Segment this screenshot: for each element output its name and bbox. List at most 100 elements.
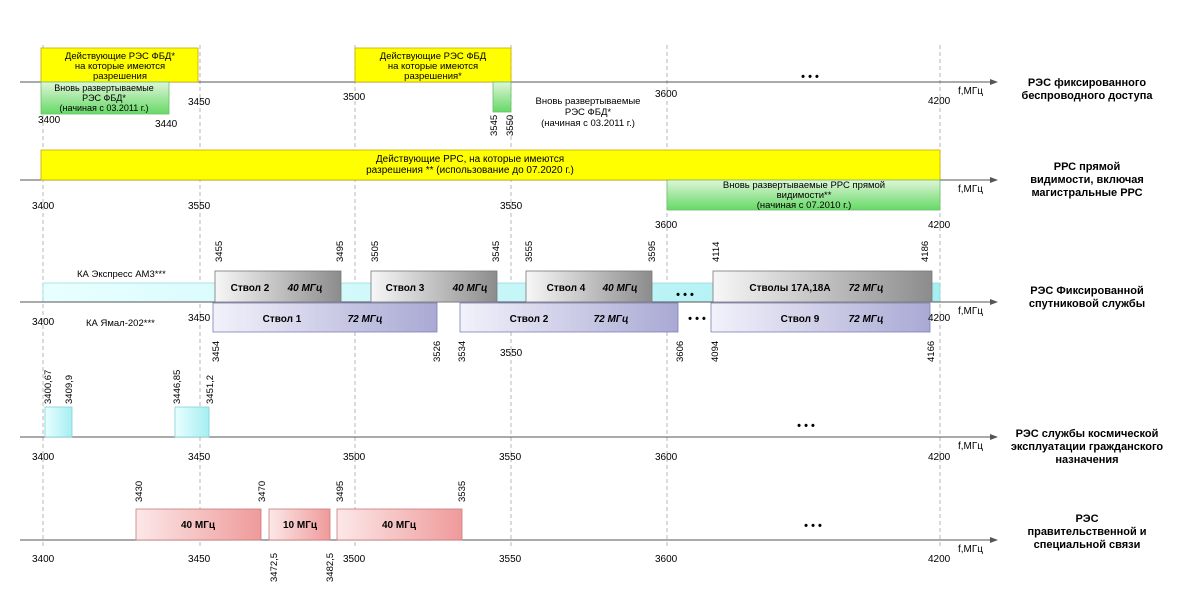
tick-label: 4094 <box>710 341 721 362</box>
transponder-bw: 40 МГц <box>287 283 323 294</box>
tick-label: 3430 <box>134 481 145 502</box>
axis-label: 4200 <box>928 313 951 324</box>
service-label: беспроводного доступа <box>1022 90 1154 102</box>
axis-label: 3600 <box>655 554 678 565</box>
service-label: магистральные РРС <box>1031 187 1142 199</box>
tick-label: 3451,2 <box>205 375 216 404</box>
gov-block-3 <box>336 508 463 541</box>
rrs-existing <box>40 149 941 181</box>
axis-label: 3550 <box>499 452 522 463</box>
service-label: правительственной и <box>1027 526 1146 538</box>
tick-label: 3482,5 <box>325 553 336 582</box>
tick-label: 3472,5 <box>269 553 280 582</box>
tick-label: 4166 <box>926 341 937 362</box>
sat-upper-transponder <box>712 270 933 303</box>
transponder-bw: 40 МГц <box>452 283 488 294</box>
tick-label: 3446,85 <box>172 370 183 404</box>
tick-label: 3545 <box>489 115 500 136</box>
axis-label: 4200 <box>928 96 951 107</box>
service-label: назначения <box>1055 454 1118 466</box>
ellipsis-icon: • • • <box>804 520 822 532</box>
axis-label: 3440 <box>155 119 178 130</box>
block-text: разрешения <box>93 71 147 82</box>
block-text: разрешения ** (использование до 07.2020 … <box>366 165 574 176</box>
block-text: Действующие РЭС ФБД* <box>65 51 175 62</box>
axis-label: 3600 <box>655 452 678 463</box>
transponder-bw: 72 МГц <box>594 314 629 325</box>
axis-label: 3550 <box>500 201 523 212</box>
tick-label: 4114 <box>711 242 722 262</box>
sat-lower-transponder <box>459 302 679 333</box>
fbd-new-1 <box>40 81 170 115</box>
fbd-existing-2 <box>354 47 512 83</box>
block-text: (начиная с 07.2010 г.) <box>757 200 852 211</box>
sat-upper-transponder <box>525 270 653 303</box>
service-label: РРС прямой <box>1054 161 1121 173</box>
axis-label: 3400 <box>38 115 61 126</box>
ellipsis-icon: • • • <box>797 420 815 432</box>
tick-label: 3454 <box>211 341 222 362</box>
axis-label: 3600 <box>655 220 678 231</box>
block-text: Действующие РРС, на которые имеются <box>376 154 564 165</box>
axis-label: 3450 <box>188 97 211 108</box>
gov-block-1 <box>135 508 262 541</box>
sat-name: КА Ямал-202*** <box>86 318 155 329</box>
sat-name: КА Экспресс АМ3*** <box>77 269 166 280</box>
tick-label: 3400,67 <box>43 370 54 404</box>
block-text: (начиная с 03.2011 г.) <box>60 103 149 113</box>
ellipsis-icon: • • • <box>676 289 694 301</box>
tick-label: 3606 <box>675 341 686 362</box>
block-text: Действующие РЭС ФБД <box>380 51 487 62</box>
sat-lower-transponder <box>212 302 438 333</box>
sat-upper-transponder <box>370 270 498 303</box>
tick-label: 3409,9 <box>64 375 75 404</box>
axis-arrow <box>990 434 998 440</box>
transponder-name: Ствол 1 <box>263 314 302 325</box>
axis-label: 3550 <box>500 348 523 359</box>
block-note: Вновь развертываемые <box>536 96 641 107</box>
transponder-bw: 72 МГц <box>849 314 884 325</box>
tick-label: 4186 <box>920 241 931 262</box>
transponder-bw: 40 МГц <box>602 283 638 294</box>
transponder-name: Ствол 9 <box>781 314 820 325</box>
tick-label: 3545 <box>491 241 502 262</box>
service-label: РЭС службы космической <box>1016 428 1159 440</box>
sat-lower-transponder <box>710 302 931 333</box>
service-label: РЭС <box>1075 513 1098 525</box>
transponder-name: Стволы 17А,18А <box>749 283 830 294</box>
axis-label: 3400 <box>32 317 55 328</box>
axis-arrow <box>990 299 998 305</box>
axis-label: 3450 <box>188 313 211 324</box>
tick-label: 3495 <box>335 241 346 262</box>
block-text: видимости** <box>777 190 832 201</box>
axis-label: 3400 <box>32 554 55 565</box>
fbd-new-2 <box>492 81 512 113</box>
tick-label: 3526 <box>432 341 443 362</box>
axis-label: 3600 <box>655 89 678 100</box>
unit-label: f,МГц <box>958 544 983 555</box>
block-text: на которые имеются <box>388 61 478 72</box>
tick-label: 3550 <box>505 115 516 136</box>
axis-label: 3500 <box>343 554 366 565</box>
tick-label: 3534 <box>457 341 468 362</box>
unit-label: f,МГц <box>958 86 983 97</box>
block-label: 40 МГц <box>382 520 417 531</box>
axis-label: 4200 <box>928 452 951 463</box>
sat-upper-transponder <box>214 270 342 303</box>
transponder-bw: 72 МГц <box>849 283 884 294</box>
block-text: разрешения* <box>404 71 462 82</box>
space-block-1 <box>44 406 73 438</box>
block-label: 10 МГц <box>283 520 318 531</box>
unit-label: f,МГц <box>958 184 983 195</box>
tick-label: 3595 <box>647 241 658 262</box>
ellipsis-icon: • • • <box>801 71 819 83</box>
tick-label: 3505 <box>370 241 381 262</box>
axis-label: 3500 <box>343 452 366 463</box>
block-text: на которые имеются <box>75 61 165 72</box>
service-label: спутниковой службы <box>1029 298 1145 310</box>
axis-label: 4200 <box>928 554 951 565</box>
axis-label: 3550 <box>188 201 211 212</box>
tick-label: 3495 <box>335 481 346 502</box>
block-text: Вновь развертываемые РРС прямой <box>723 180 885 191</box>
